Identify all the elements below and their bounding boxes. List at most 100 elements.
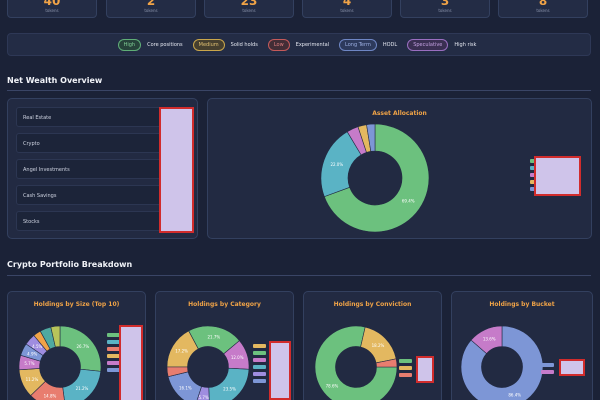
asset-allocation-panel: Asset Allocation 69.4% 22.0% (207, 98, 592, 239)
legend-swatch (541, 363, 554, 367)
legend-label: Experimental (295, 41, 330, 48)
net-wealth-item-angel-investments[interactable]: Angel Investments (16, 159, 162, 179)
stat-label: tokens (144, 8, 158, 13)
legend-swatch (399, 359, 412, 363)
slice-label: 86.4% (508, 392, 521, 397)
stat-card: 4 tokens (302, 0, 392, 18)
stat-value: 8 (538, 0, 548, 8)
legend-swatch (399, 366, 412, 370)
stat-card: 8 tokens (498, 0, 588, 18)
slice-label: 5.7% (199, 395, 209, 400)
net-wealth-list-panel: Real Estate Crypto Angel Investments Cas… (7, 98, 198, 239)
net-wealth-item-real-estate[interactable]: Real Estate (16, 107, 162, 127)
stat-value: 4 (342, 0, 352, 8)
slice-label: 11.2% (26, 377, 39, 382)
slice-label: 21.7% (207, 334, 220, 339)
stat-label: tokens (340, 8, 354, 13)
net-wealth-title: Net Wealth Overview (7, 76, 103, 85)
legend-label: Solid holds (230, 41, 258, 48)
net-wealth-item-stocks[interactable]: Stocks (16, 211, 162, 231)
slice-label: 13.6% (483, 337, 496, 342)
section-divider (7, 275, 591, 276)
legend-pill-speculative: Speculative (407, 38, 449, 51)
legend-pill-low: Low (267, 38, 290, 51)
stat-card: 40 tokens (7, 0, 97, 18)
donut-slice[interactable] (314, 325, 398, 400)
stat-card: 3 tokens (400, 0, 490, 18)
stat-label: tokens (536, 8, 550, 13)
legend-pill-long-term: Long Term (339, 38, 377, 51)
holdings-category-donut: 17.2% 21.7% 12.0% 23.5% 5.7% 16.1% (166, 325, 250, 400)
slice-label: 4.9% (27, 351, 37, 356)
legend-label: Core positions (147, 41, 183, 48)
redacted-legend-box (416, 356, 434, 383)
holdings-conviction-panel: Holdings by Conviction 78.6% 18.2% (303, 291, 442, 400)
redacted-legend-box (559, 359, 585, 376)
asset-allocation-donut: 69.4% 22.0% (320, 123, 430, 233)
net-wealth-item-crypto[interactable]: Crypto (16, 133, 162, 153)
legend-swatch (253, 358, 266, 362)
legend-label: High risk (454, 41, 477, 48)
slice-label: 16.1% (179, 385, 192, 390)
holdings-conviction-donut: 78.6% 18.2% (314, 325, 398, 400)
slice-label: 17.2% (175, 349, 188, 354)
donut-slice[interactable] (470, 325, 503, 354)
stat-value: 3 (440, 0, 450, 8)
crypto-section-title: Crypto Portfolio Breakdown (7, 260, 133, 269)
legend-swatch (107, 333, 120, 337)
redacted-legend-box (534, 156, 581, 196)
holdings-bucket-donut: 86.4% 13.6% (460, 325, 544, 400)
chart-title: Asset Allocation (372, 110, 427, 117)
net-wealth-item-cash-savings[interactable]: Cash Savings (16, 185, 162, 205)
stat-card: 2 tokens (106, 0, 196, 18)
legend-swatch (253, 344, 266, 348)
redacted-legend-box (269, 341, 291, 400)
holdings-size-donut: 26.7% 21.2% 14.8% 11.2% 5.7% 4.9% 4.5% (18, 325, 102, 400)
legend-pill-high: High (117, 38, 142, 51)
stat-value: 23 (240, 0, 258, 8)
slice-label: 78.6% (326, 384, 339, 389)
legend-swatch (399, 373, 412, 377)
holdings-size-panel: Holdings by Size (Top 10) 26.7% 21.2% 14.8… (7, 291, 146, 400)
donut-slice[interactable] (208, 367, 250, 400)
legend-swatch (253, 372, 266, 376)
stat-card: 23 tokens (204, 0, 294, 18)
donut-slice[interactable] (50, 325, 61, 348)
donut-slice[interactable] (166, 366, 189, 378)
slice-label: 5.7% (24, 361, 34, 366)
slice-label: 23.5% (223, 386, 236, 391)
legend-swatch (253, 379, 266, 383)
legend-swatch (107, 368, 120, 372)
section-divider (7, 90, 591, 91)
legend-label: HODL (382, 41, 398, 48)
donut-slice[interactable] (62, 368, 102, 400)
chart-title: Holdings by Category (188, 301, 261, 308)
redacted-values-box (159, 107, 194, 233)
legend-swatch (107, 340, 120, 344)
holdings-category-panel: Holdings by Category 17.2% 21.7% 12.0% 23.5… (155, 291, 294, 400)
legend-swatch (253, 365, 266, 369)
stats-row: 40 tokens 2 tokens 23 tokens 4 tokens 3 token… (0, 0, 600, 20)
donut-slice[interactable] (323, 123, 430, 233)
legend-swatch (107, 361, 120, 365)
slice-label: 14.8% (44, 394, 57, 399)
conviction-legend: High Core positions Medium Solid holds Low… (7, 33, 591, 56)
legend-swatch (107, 354, 120, 358)
slice-label: 69.4% (402, 199, 415, 204)
legend-swatch (107, 347, 120, 351)
donut-slice[interactable] (366, 123, 376, 152)
slice-label: 22.0% (330, 162, 343, 167)
legend-swatch (253, 351, 266, 355)
donut-slice[interactable] (375, 358, 398, 368)
slice-label: 18.2% (372, 343, 385, 348)
chart-title: Holdings by Size (Top 10) (33, 301, 120, 308)
redacted-legend-box (119, 325, 143, 400)
stat-value: 2 (146, 0, 156, 8)
chart-title: Holdings by Bucket (489, 301, 555, 308)
holdings-bucket-panel: Holdings by Bucket 86.4% 13.6% (451, 291, 593, 400)
stat-label: tokens (242, 8, 256, 13)
slice-label: 21.2% (76, 386, 89, 391)
chart-title: Holdings by Conviction (333, 301, 412, 308)
slice-label: 12.0% (231, 355, 244, 360)
legend-pill-medium: Medium (192, 38, 225, 51)
